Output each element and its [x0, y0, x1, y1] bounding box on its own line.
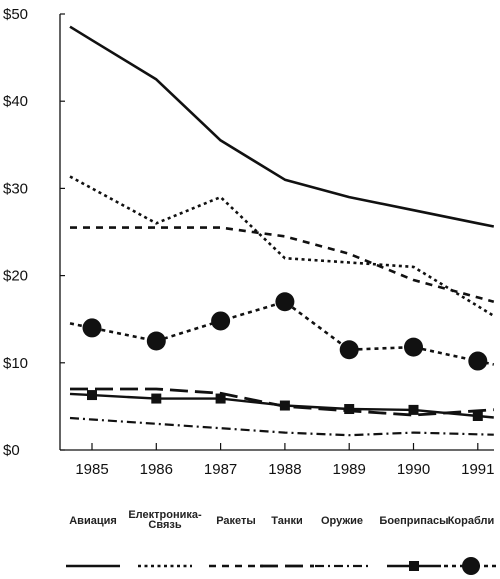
series-line: [70, 226, 495, 303]
series-6: [69, 390, 494, 421]
data-point: [151, 393, 162, 404]
series-2: [69, 175, 495, 318]
legend: Авиация Електроника-Связь Ракеты Танки Оружи…: [66, 509, 498, 575]
x-tick-label: 1988: [268, 461, 301, 478]
legend-label: Авиация: [69, 515, 117, 527]
legend-label: Електроника-Связь: [128, 509, 202, 531]
data-point: [146, 331, 166, 351]
y-tick-label: $30: [3, 180, 28, 197]
legend-label: Оружие: [321, 515, 363, 527]
legend-item: Боеприпасы: [379, 515, 449, 571]
legend-label: Ракеты: [216, 515, 256, 527]
series-5: [69, 416, 494, 437]
legend-item: Електроника-Связь: [128, 509, 202, 568]
legend-item: Авиация: [66, 515, 120, 568]
x-axis-ticks: 1985 1986 1987 1988 1989 1990 1991: [75, 443, 494, 478]
axes: [59, 14, 494, 451]
series-line: [69, 416, 494, 437]
data-point: [468, 351, 488, 371]
x-tick-label: 1987: [204, 461, 237, 478]
x-tick-label: 1991: [461, 461, 494, 478]
legend-label: Танки: [271, 515, 302, 527]
y-tick-label: $20: [3, 268, 28, 285]
series-1: [69, 25, 495, 228]
legend-marker: [409, 561, 419, 571]
series-7: [69, 292, 495, 371]
series-3: [70, 226, 495, 303]
legend-marker: [462, 557, 480, 575]
data-point: [472, 410, 483, 421]
legend-label: Корабли: [448, 515, 495, 527]
data-point: [215, 393, 226, 404]
x-tick-label: 1989: [333, 461, 366, 478]
data-point: [408, 404, 419, 415]
legend-label: Боеприпасы: [379, 515, 448, 527]
data-point: [87, 390, 97, 401]
data-point: [339, 340, 359, 360]
x-tick-label: 1986: [140, 461, 173, 478]
legend-item: Танки: [260, 515, 314, 568]
y-tick-label: $0: [3, 442, 20, 459]
data-point: [344, 404, 355, 415]
x-tick-label: 1990: [397, 461, 430, 478]
series-layer: [69, 25, 495, 437]
y-tick-label: $40: [3, 93, 28, 110]
y-tick-label: $50: [3, 6, 28, 23]
series-line: [69, 300, 495, 366]
data-point: [404, 337, 423, 357]
y-axis-ticks: $0 $10 $20 $30 $40 $50: [3, 6, 65, 459]
legend-item: Оружие: [315, 515, 369, 568]
legend-item: Ракеты: [209, 515, 263, 568]
y-tick-label: $10: [3, 355, 28, 372]
data-point: [82, 318, 102, 338]
series-line: [69, 175, 495, 318]
data-point: [279, 400, 290, 411]
data-point: [275, 292, 295, 312]
data-point: [211, 311, 231, 331]
x-tick-label: 1985: [75, 461, 108, 478]
series-line: [69, 25, 495, 228]
legend-item: Корабли: [444, 515, 498, 575]
